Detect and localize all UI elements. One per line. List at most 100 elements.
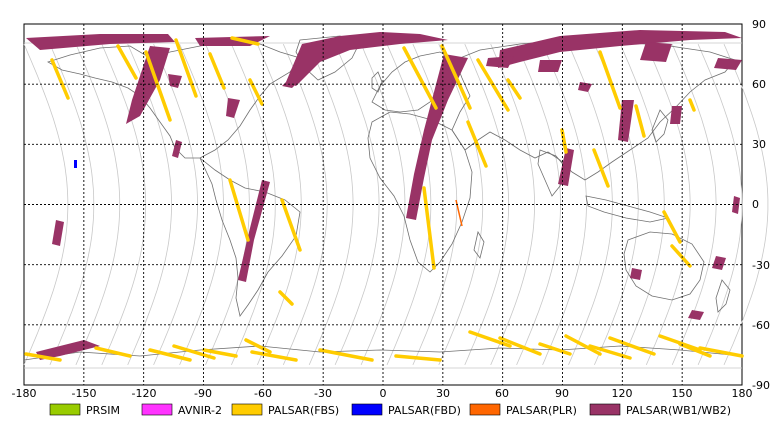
swath-palsar-fbs xyxy=(50,58,70,100)
swath-palsar-fbs xyxy=(688,98,696,112)
swath-palsar-fbs xyxy=(598,50,622,110)
swath-palsar-wb xyxy=(630,268,642,280)
swath-palsar-wb xyxy=(538,60,562,72)
swath-palsar-fbs xyxy=(94,346,132,358)
coast-australia xyxy=(623,231,705,301)
swath-palsar-fbs xyxy=(250,350,298,362)
swath-palsar-fbs xyxy=(440,44,472,110)
swath-palsar-wb xyxy=(714,58,742,70)
lon-tick: -90 xyxy=(194,387,212,400)
latitude-tick-labels: 90 60 30 0 -30 -60 -90 xyxy=(752,18,770,392)
lat-tick: 90 xyxy=(752,18,766,31)
coast-north-america xyxy=(47,41,301,159)
swath-palsar-wb xyxy=(618,100,634,142)
orbit-track xyxy=(490,43,536,366)
lon-tick: -150 xyxy=(72,387,97,400)
coast-japan xyxy=(651,109,669,143)
orbit-track xyxy=(334,43,380,366)
longitude-tick-labels: -180 -150 -120 -90 -60 -30 0 30 60 90 12… xyxy=(12,387,753,400)
swath-palsar-fbs xyxy=(592,148,610,188)
swath-palsar-fbs xyxy=(280,198,302,252)
lat-tick: 30 xyxy=(752,138,766,151)
legend-swatch-palsar-fbs xyxy=(231,403,263,416)
orbit-track xyxy=(645,43,691,366)
coast-asia xyxy=(451,39,736,181)
swath-palsar-fbd xyxy=(74,160,77,168)
swath-palsar-fbs xyxy=(564,334,602,356)
lon-tick: 90 xyxy=(555,387,569,400)
swath-palsar-wb xyxy=(126,46,170,124)
swath-palsar-wb xyxy=(406,54,468,220)
swath-palsar-wb xyxy=(640,42,672,62)
swath-palsar-fbs xyxy=(608,336,656,356)
lon-tick: -30 xyxy=(314,387,332,400)
orbit-track xyxy=(282,43,328,366)
legend-swatch-palsar-fbd xyxy=(351,403,383,416)
lon-tick: 60 xyxy=(495,387,509,400)
swath-palsar-fbs xyxy=(228,178,250,242)
swath-palsar-wb xyxy=(688,310,704,320)
swath-palsar-fbs xyxy=(678,342,712,358)
swath-palsar-wb xyxy=(168,74,182,88)
swath-palsar-fbs xyxy=(670,244,692,268)
orbit-track xyxy=(723,43,769,366)
swath-palsar-fbs xyxy=(174,38,198,98)
orbit-track xyxy=(386,43,432,366)
lon-tick: -120 xyxy=(132,387,157,400)
orbit-track xyxy=(179,43,224,366)
legend-swatch-palsar-plr xyxy=(469,403,501,416)
swath-palsar-wb xyxy=(282,80,300,88)
swath-palsar-fbs xyxy=(634,104,646,138)
legend-label-avnir2: AVNIR-2 xyxy=(178,404,222,417)
swath-palsar-fbs xyxy=(318,348,374,362)
swath-palsar-fbs xyxy=(116,44,138,80)
swath-palsar-wb xyxy=(238,180,270,282)
swath-palsar-fbs xyxy=(498,336,542,356)
lon-tick: -180 xyxy=(12,387,37,400)
legend-swatch-prsim xyxy=(49,403,81,416)
swath-palsar-fbs xyxy=(506,78,522,100)
swath-palsar-wb xyxy=(172,140,182,158)
swath-palsar-fbs xyxy=(244,338,272,354)
swath-palsar-fbs xyxy=(230,36,260,46)
swath-palsar-wb xyxy=(286,32,448,86)
coast-antarctica xyxy=(23,345,743,361)
coast-indonesia xyxy=(585,195,670,223)
lon-tick: 120 xyxy=(612,387,633,400)
coast-madagascar xyxy=(473,230,485,259)
orbit-track xyxy=(231,43,276,366)
legend: PRSIM AVNIR-2 PALSAR(FBS) PALSAR(FBD) PA… xyxy=(49,403,731,417)
swath-palsar-wb xyxy=(26,34,175,50)
orbit-track xyxy=(542,43,587,366)
lat-tick: -90 xyxy=(752,379,770,392)
lon-tick: 180 xyxy=(732,387,753,400)
swath-palsar-fbs xyxy=(394,354,442,362)
lat-tick: 0 xyxy=(752,198,759,211)
legend-swatch-avnir2 xyxy=(141,403,173,416)
coast-south-america xyxy=(199,157,301,317)
swath-palsar-wb xyxy=(732,196,740,214)
orbit-track xyxy=(23,43,69,366)
swath-palsar-fbs xyxy=(538,342,572,356)
legend-label-prsim: PRSIM xyxy=(86,404,120,417)
swath-palsar-fbs xyxy=(588,344,632,360)
swath-palsar-fbs xyxy=(148,348,192,362)
swath-palsar-wb xyxy=(486,56,514,68)
lat-tick: 60 xyxy=(752,78,766,91)
swath-palsar-fbs xyxy=(662,210,682,244)
lon-tick: 0 xyxy=(380,387,387,400)
legend-label-palsar-wb: PALSAR(WB1/WB2) xyxy=(626,404,731,417)
swath-palsar-wb xyxy=(498,30,742,68)
lon-tick: -60 xyxy=(254,387,272,400)
legend-label-palsar-plr: PALSAR(PLR) xyxy=(506,404,577,417)
swath-palsar-fbs xyxy=(172,344,216,360)
coast-new-zealand xyxy=(715,279,731,313)
lon-tick: 150 xyxy=(672,387,693,400)
legend-label-palsar-fbd: PALSAR(FBD) xyxy=(388,404,461,417)
coast-india xyxy=(537,149,567,197)
lat-lon-grid xyxy=(24,24,742,385)
swath-palsar-fbs xyxy=(208,52,226,90)
swath-palsar-wb xyxy=(558,148,574,186)
swath-palsar-fbs xyxy=(202,348,238,358)
swath-palsar-wb xyxy=(712,256,726,270)
